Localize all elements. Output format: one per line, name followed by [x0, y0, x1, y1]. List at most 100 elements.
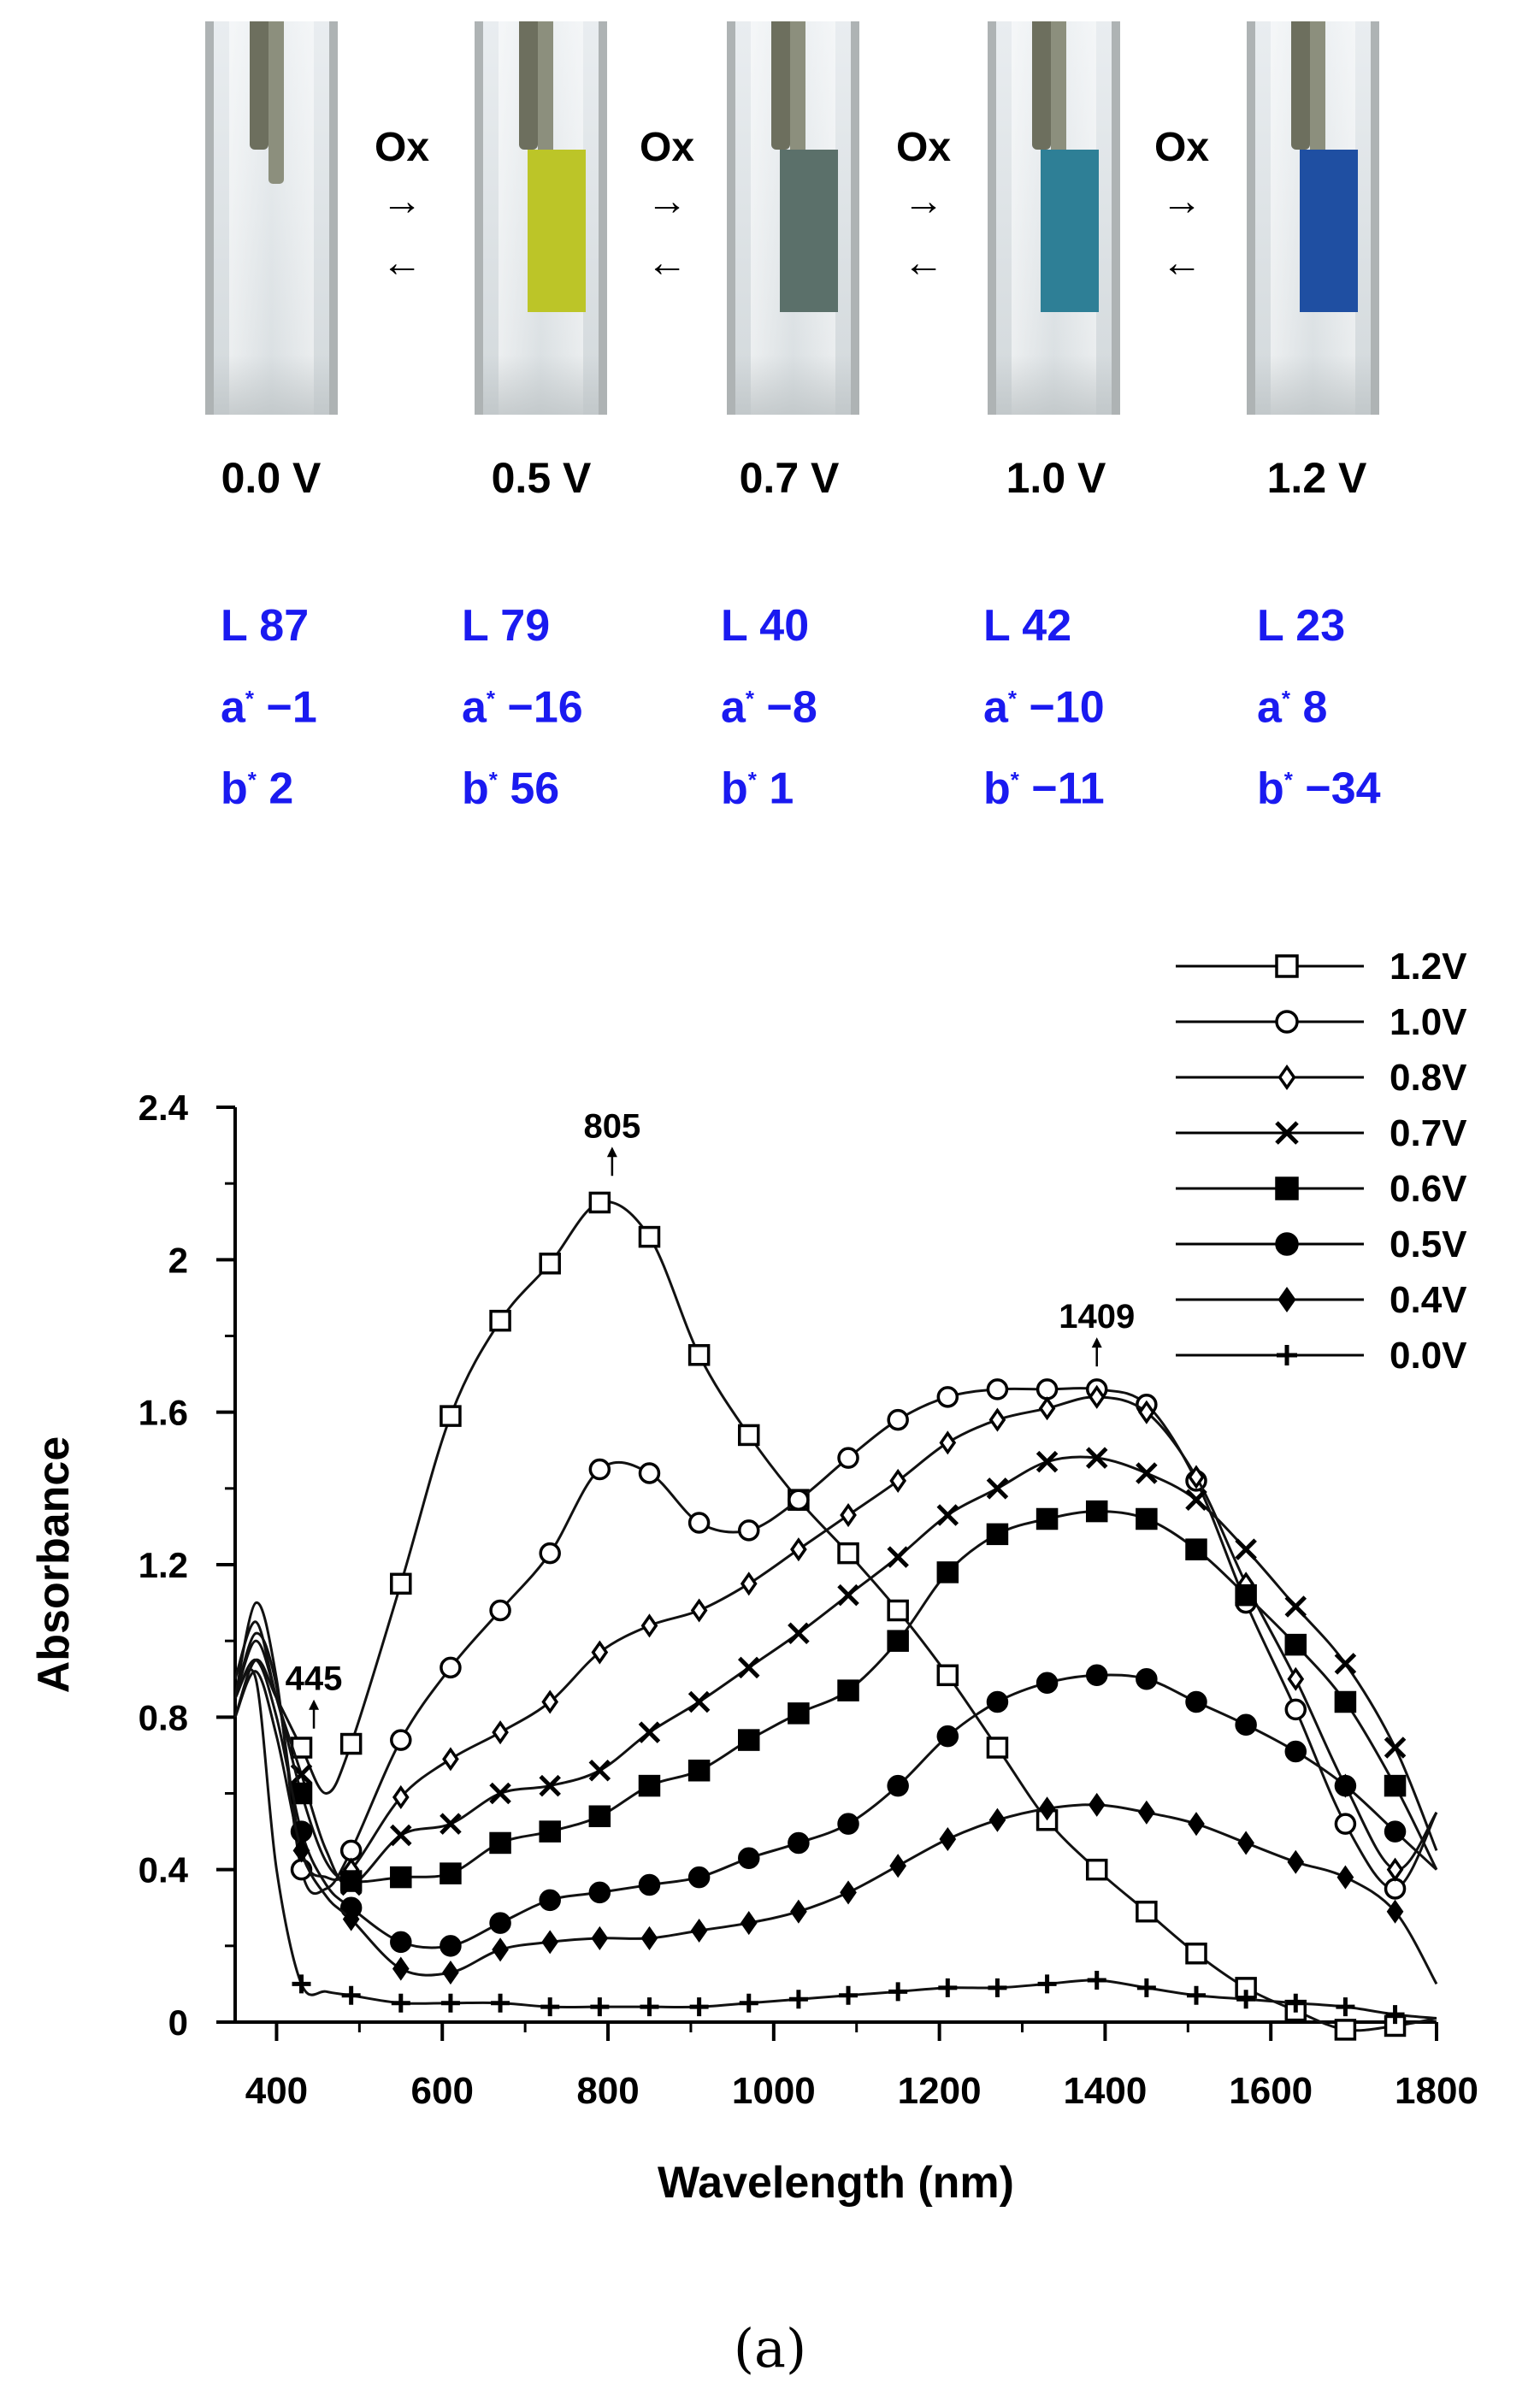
- data-point: [687, 1512, 711, 1534]
- data-point: [541, 1930, 559, 1955]
- data-point: [1138, 1800, 1155, 1825]
- data-point: [342, 1907, 360, 1931]
- cielab-values: L 42 a* −10 b* −11: [983, 590, 1180, 826]
- series-line-0.6V: [233, 1510, 1438, 1884]
- legend-label: 0.5V: [1390, 1224, 1467, 1265]
- data-point: [887, 1774, 909, 1797]
- data-point: [888, 1982, 908, 2002]
- data-point: [292, 1838, 310, 1863]
- data-point: [738, 1519, 760, 1542]
- lightness-value: L 40: [721, 601, 810, 651]
- electrochromic-film: [1300, 150, 1358, 312]
- legend-label: 0.4V: [1390, 1279, 1467, 1321]
- x-tick-label: 800: [576, 2070, 639, 2112]
- data-point: [1235, 1583, 1257, 1607]
- data-point: [1085, 1858, 1108, 1881]
- data-point: [442, 1747, 459, 1772]
- data-point: [392, 1784, 410, 1810]
- data-point: [1136, 1668, 1158, 1690]
- data-point: [440, 1935, 462, 1957]
- voltage-label: 0.7 V: [739, 454, 840, 502]
- x-tick-label: 1400: [1063, 2070, 1147, 2112]
- data-point: [640, 1613, 658, 1638]
- data-point: [339, 1732, 363, 1755]
- y-tick-label: 2: [168, 1240, 188, 1280]
- oxidation-label: Ox: [1154, 125, 1210, 170]
- data-point: [788, 1489, 810, 1511]
- data-point: [788, 1990, 808, 2009]
- data-point: [1336, 1997, 1355, 2017]
- data-point: [738, 1424, 760, 1447]
- redox-arrows: Ox → ←: [363, 124, 440, 294]
- data-point: [889, 1468, 907, 1493]
- data-point: [837, 1679, 859, 1701]
- data-point: [588, 1759, 611, 1782]
- legend-label: 0.8V: [1390, 1057, 1467, 1099]
- data-point: [392, 1956, 410, 1981]
- data-point: [988, 1807, 1006, 1832]
- electrochromic-film: [1041, 150, 1099, 312]
- data-point: [1385, 2005, 1405, 2025]
- data-point: [492, 1937, 509, 1962]
- data-point: [738, 1729, 760, 1751]
- data-point: [1036, 1507, 1059, 1530]
- data-point: [1235, 1713, 1257, 1736]
- series-line-0.4V: [233, 1670, 1438, 1985]
- data-point: [887, 1630, 909, 1652]
- data-point: [489, 1599, 511, 1622]
- absorbance-chart: 0 0.4 0.8 1.2 1.6 2 2.4 400 600 800 1000 1200 1400 16…: [29, 946, 1478, 2208]
- data-point: [1236, 1990, 1256, 2009]
- data-point: [788, 1831, 810, 1855]
- data-point: [936, 1664, 959, 1687]
- data-point: [440, 1656, 462, 1679]
- data-point: [1038, 1796, 1056, 1821]
- voltage-label: 0.0 V: [221, 454, 322, 502]
- cielab-values: L 40 a* −8 b* 1: [721, 590, 918, 826]
- a-star-value: a* −10: [983, 682, 1105, 733]
- data-point: [740, 1911, 758, 1936]
- data-point: [687, 1344, 711, 1366]
- data-point: [988, 1407, 1006, 1432]
- oxidation-label: Ox: [639, 125, 695, 170]
- data-point: [1185, 1690, 1207, 1713]
- data-point: [1185, 1943, 1207, 1965]
- data-point: [1037, 1974, 1057, 1994]
- peak-annotation: 805: [584, 1107, 641, 1145]
- data-point: [1334, 1774, 1357, 1797]
- y-axis-label: Absorbance: [29, 1436, 79, 1694]
- data-point: [1384, 1820, 1407, 1843]
- data-point: [640, 1925, 658, 1950]
- legend-label: 0.6V: [1390, 1168, 1467, 1210]
- data-point: [788, 1622, 810, 1645]
- data-point: [1088, 1384, 1106, 1409]
- peak-annotation: 445: [286, 1660, 343, 1698]
- data-point: [1334, 1813, 1357, 1835]
- data-point: [292, 1974, 311, 1994]
- data-point: [489, 1912, 511, 1934]
- data-point: [1136, 1507, 1158, 1530]
- cuvette-photo: [727, 21, 859, 415]
- data-point: [739, 1993, 758, 2013]
- data-point: [737, 1656, 760, 1679]
- x-tick-label: 1600: [1229, 2070, 1313, 2112]
- oxidation-label: Ox: [374, 125, 430, 170]
- electrochromic-film: [780, 150, 838, 312]
- x-tick-label: 400: [245, 2070, 308, 2112]
- data-point: [390, 1866, 412, 1889]
- data-point: [640, 1997, 659, 2017]
- data-point: [591, 1925, 609, 1950]
- data-point: [390, 1931, 412, 1954]
- data-point: [887, 1546, 909, 1568]
- data-point: [988, 1978, 1007, 1997]
- redox-arrows: Ox → ←: [628, 124, 705, 294]
- data-point: [889, 1854, 907, 1878]
- forward-arrow-icon: →: [903, 179, 944, 224]
- data-point: [1386, 1899, 1404, 1924]
- legend-label: 1.0V: [1390, 1001, 1467, 1043]
- data-point: [390, 1572, 412, 1595]
- data-point: [588, 1191, 611, 1214]
- data-point: [1336, 1865, 1354, 1890]
- series-line-1.0V: [233, 1387, 1438, 1896]
- data-point: [986, 1477, 1009, 1500]
- redox-arrows: Ox → ←: [1143, 124, 1220, 294]
